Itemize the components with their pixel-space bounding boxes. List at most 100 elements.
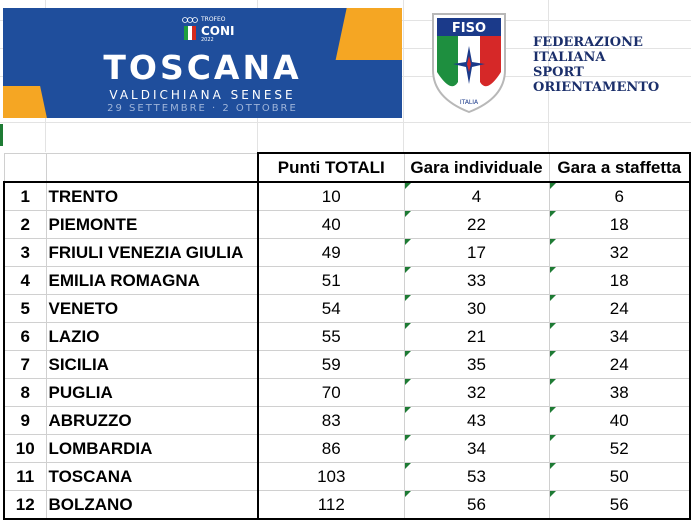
number-as-text-indicator-icon — [550, 379, 556, 385]
relay-points-cell[interactable]: 56 — [548, 490, 691, 520]
rank-cell[interactable]: 2 — [3, 210, 47, 239]
individual-points-cell[interactable]: 53 — [403, 462, 550, 491]
rank-cell[interactable]: 10 — [3, 434, 47, 463]
header-cell-empty[interactable] — [45, 152, 259, 183]
relay-points-cell[interactable]: 24 — [548, 350, 691, 379]
number-as-text-indicator-icon — [550, 351, 556, 357]
total-points-cell[interactable]: 10 — [257, 181, 405, 211]
number-as-text-indicator-icon — [550, 183, 556, 189]
number-as-text-indicator-icon — [550, 323, 556, 329]
total-points-cell[interactable]: 70 — [257, 378, 405, 407]
coni-label: TROFEO — [201, 16, 226, 23]
total-points-cell[interactable]: 55 — [257, 322, 405, 351]
federation-line: ORIENTAMENTO — [533, 80, 660, 95]
region-cell[interactable]: SICILIA — [45, 350, 259, 379]
total-points-cell[interactable]: 54 — [257, 294, 405, 323]
individual-points-cell[interactable]: 33 — [403, 266, 550, 295]
region-cell[interactable]: EMILIA ROMAGNA — [45, 266, 259, 295]
table-row: 11 TOSCANA 103 53 50 — [3, 462, 691, 491]
total-points-cell[interactable]: 49 — [257, 238, 405, 267]
region-cell[interactable]: PUGLIA — [45, 378, 259, 407]
individual-points-cell[interactable]: 56 — [403, 490, 550, 520]
coni-trophy-logo: TROFEO CONI 2022 — [181, 16, 241, 44]
rank-cell[interactable]: 1 — [3, 181, 47, 211]
table-row: 1 TRENTO 10 4 6 — [3, 181, 691, 211]
number-as-text-indicator-icon — [405, 183, 411, 189]
header-gara-individuale[interactable]: Gara individuale — [403, 152, 550, 183]
total-points-cell[interactable]: 83 — [257, 406, 405, 435]
number-as-text-indicator-icon — [550, 295, 556, 301]
total-points-cell[interactable]: 103 — [257, 462, 405, 491]
event-banner: TROFEO CONI 2022 TOSCANA VALDICHIANA SEN… — [3, 8, 402, 118]
region-cell[interactable]: FRIULI VENEZIA GIULIA — [45, 238, 259, 267]
number-as-text-indicator-icon — [405, 295, 411, 301]
table-row: 2 PIEMONTE 40 22 18 — [3, 210, 691, 239]
number-as-text-indicator-icon — [405, 323, 411, 329]
relay-points-cell[interactable]: 24 — [548, 294, 691, 323]
relay-points-cell[interactable]: 38 — [548, 378, 691, 407]
relay-points-cell[interactable]: 18 — [548, 210, 691, 239]
number-as-text-indicator-icon — [405, 463, 411, 469]
relay-points-cell[interactable]: 32 — [548, 238, 691, 267]
rank-cell[interactable]: 11 — [3, 462, 47, 491]
region-cell[interactable]: BOLZANO — [45, 490, 259, 520]
region-cell[interactable]: LOMBARDIA — [45, 434, 259, 463]
rank-cell[interactable]: 6 — [3, 322, 47, 351]
number-as-text-indicator-icon — [405, 491, 411, 497]
rank-cell[interactable]: 7 — [3, 350, 47, 379]
region-cell[interactable]: VENETO — [45, 294, 259, 323]
relay-points-cell[interactable]: 34 — [548, 322, 691, 351]
table-row: 8 PUGLIA 70 32 38 — [3, 378, 691, 407]
relay-points-cell[interactable]: 50 — [548, 462, 691, 491]
rank-cell[interactable]: 4 — [3, 266, 47, 295]
header-punti-totali[interactable]: Punti TOTALI — [257, 152, 405, 183]
number-as-text-indicator-icon — [550, 239, 556, 245]
individual-points-cell[interactable]: 32 — [403, 378, 550, 407]
individual-points-cell[interactable]: 22 — [403, 210, 550, 239]
region-cell[interactable]: LAZIO — [45, 322, 259, 351]
relay-points-cell[interactable]: 18 — [548, 266, 691, 295]
individual-points-cell[interactable]: 43 — [403, 406, 550, 435]
relay-points-cell[interactable]: 52 — [548, 434, 691, 463]
total-points-cell[interactable]: 86 — [257, 434, 405, 463]
number-as-text-indicator-icon — [405, 239, 411, 245]
individual-points-cell[interactable]: 34 — [403, 434, 550, 463]
fiso-logo-text: FISO — [452, 21, 486, 36]
total-points-cell[interactable]: 51 — [257, 266, 405, 295]
active-cell-marker — [0, 124, 3, 146]
individual-points-cell[interactable]: 30 — [403, 294, 550, 323]
region-cell[interactable]: TRENTO — [45, 181, 259, 211]
number-as-text-indicator-icon — [550, 491, 556, 497]
number-as-text-indicator-icon — [405, 267, 411, 273]
number-as-text-indicator-icon — [550, 211, 556, 217]
region-cell[interactable]: PIEMONTE — [45, 210, 259, 239]
number-as-text-indicator-icon — [550, 267, 556, 273]
header-cell-empty[interactable] — [3, 152, 47, 183]
rank-cell[interactable]: 3 — [3, 238, 47, 267]
individual-points-cell[interactable]: 4 — [403, 181, 550, 211]
banner-dates: 29 SETTEMBRE · 2 OTTOBRE — [107, 103, 298, 114]
relay-points-cell[interactable]: 6 — [548, 181, 691, 211]
banner-subtitle: VALDICHIANA SENESE — [109, 88, 296, 102]
olympic-rings-icon — [182, 17, 198, 40]
banner-title: TOSCANA — [103, 48, 302, 87]
table-row: 6 LAZIO 55 21 34 — [3, 322, 691, 351]
rank-cell[interactable]: 5 — [3, 294, 47, 323]
region-cell[interactable]: ABRUZZO — [45, 406, 259, 435]
individual-points-cell[interactable]: 35 — [403, 350, 550, 379]
rank-cell[interactable]: 9 — [3, 406, 47, 435]
total-points-cell[interactable]: 40 — [257, 210, 405, 239]
individual-points-cell[interactable]: 17 — [403, 238, 550, 267]
individual-points-cell[interactable]: 21 — [403, 322, 550, 351]
number-as-text-indicator-icon — [405, 379, 411, 385]
federation-line: SPORT — [533, 65, 584, 80]
fiso-shield-logo: FISO ITALIA — [432, 13, 506, 114]
region-cell[interactable]: TOSCANA — [45, 462, 259, 491]
rank-cell[interactable]: 12 — [3, 490, 47, 520]
number-as-text-indicator-icon — [550, 435, 556, 441]
relay-points-cell[interactable]: 40 — [548, 406, 691, 435]
total-points-cell[interactable]: 59 — [257, 350, 405, 379]
rank-cell[interactable]: 8 — [3, 378, 47, 407]
header-gara-staffetta[interactable]: Gara a staffetta — [548, 152, 691, 183]
total-points-cell[interactable]: 112 — [257, 490, 405, 520]
